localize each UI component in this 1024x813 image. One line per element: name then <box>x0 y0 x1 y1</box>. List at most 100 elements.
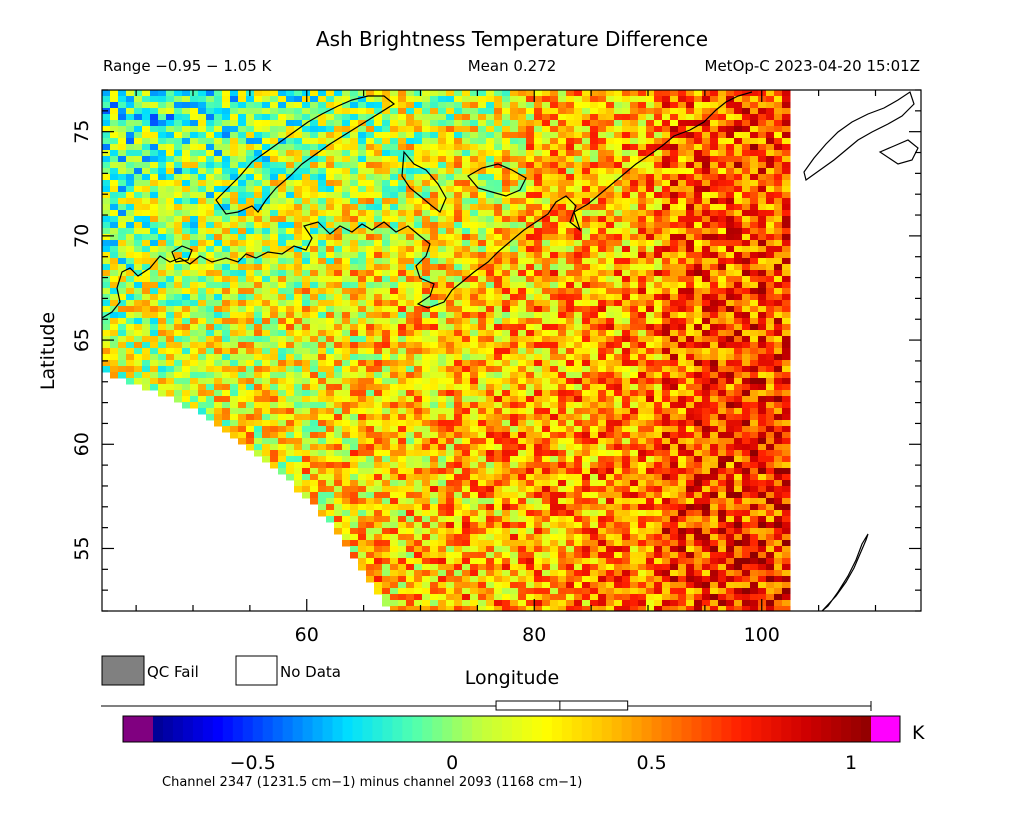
heat-cell <box>382 306 391 313</box>
heat-cell <box>238 348 247 355</box>
heat-cell <box>390 162 399 169</box>
heat-cell <box>318 246 327 253</box>
heat-cell <box>670 144 679 151</box>
heat-cell <box>478 342 487 349</box>
heat-cell <box>574 252 583 259</box>
heat-cell <box>654 426 663 433</box>
heat-cell <box>294 210 303 217</box>
heat-cell <box>742 390 751 397</box>
heat-cell <box>558 378 567 385</box>
heat-cell <box>478 222 487 229</box>
heat-cell <box>126 228 135 235</box>
heat-cell <box>166 270 175 277</box>
heat-cell <box>534 396 543 403</box>
heat-cell <box>646 174 655 181</box>
heat-cell <box>102 264 111 271</box>
heat-cell <box>614 162 623 169</box>
heat-cell <box>774 96 783 103</box>
heat-cell <box>406 324 415 331</box>
heat-cell <box>742 324 751 331</box>
heat-cell <box>350 102 359 109</box>
heat-cell <box>654 204 663 211</box>
heat-cell <box>110 258 119 265</box>
heat-cell <box>534 216 543 223</box>
heat-cell <box>486 354 495 361</box>
heat-cell <box>590 432 599 439</box>
heat-cell <box>614 390 623 397</box>
heat-cell <box>438 228 447 235</box>
heat-cell <box>758 258 767 265</box>
heat-cell <box>446 156 455 163</box>
heat-cell <box>654 294 663 301</box>
heat-cell <box>662 252 671 259</box>
heat-cell <box>110 270 119 277</box>
heat-cell <box>358 354 367 361</box>
heat-cell <box>686 162 695 169</box>
heat-cell <box>110 132 119 139</box>
heat-cell <box>270 198 279 205</box>
heat-cell <box>590 132 599 139</box>
heat-cell <box>582 126 591 133</box>
heat-cell <box>630 294 639 301</box>
heat-cell <box>278 186 287 193</box>
heat-cell <box>438 342 447 349</box>
heat-cell <box>142 180 151 187</box>
heat-cell <box>438 348 447 355</box>
heat-cell <box>470 198 479 205</box>
heat-cell <box>670 240 679 247</box>
heat-cell <box>646 384 655 391</box>
heat-cell <box>406 276 415 283</box>
heat-cell <box>278 276 287 283</box>
heat-cell <box>278 96 287 103</box>
heat-cell <box>566 348 575 355</box>
heat-cell <box>454 162 463 169</box>
heat-cell <box>638 180 647 187</box>
heat-cell <box>374 408 383 415</box>
heat-cell <box>414 282 423 289</box>
heat-cell <box>782 150 791 157</box>
heat-cell <box>758 210 767 217</box>
heat-cell <box>294 354 303 361</box>
heat-cell <box>574 132 583 139</box>
heat-cell <box>174 264 183 271</box>
heat-cell <box>230 264 239 271</box>
heat-cell <box>318 162 327 169</box>
heat-cell <box>110 162 119 169</box>
heat-cell <box>462 438 471 445</box>
heat-cell <box>302 372 311 379</box>
heat-cell <box>126 174 135 181</box>
heat-cell <box>542 108 551 115</box>
heat-cell <box>678 432 687 439</box>
heat-cell <box>718 150 727 157</box>
heat-cell <box>366 150 375 157</box>
heat-cell <box>558 132 567 139</box>
heat-cell <box>654 336 663 343</box>
heat-cell <box>510 348 519 355</box>
heat-cell <box>334 96 343 103</box>
heat-cell <box>590 336 599 343</box>
heat-cell <box>766 366 775 373</box>
heat-cell <box>198 288 207 295</box>
heat-cell <box>102 294 111 301</box>
heat-cell <box>166 252 175 259</box>
heat-cell <box>454 216 463 223</box>
heat-cell <box>366 246 375 253</box>
heat-cell <box>710 228 719 235</box>
heat-cell <box>134 216 143 223</box>
heat-cell <box>462 234 471 241</box>
heat-cell <box>678 318 687 325</box>
heat-cell <box>142 294 151 301</box>
heat-cell <box>254 312 263 319</box>
heat-cell <box>262 360 271 367</box>
heat-cell <box>590 354 599 361</box>
heat-cell <box>294 282 303 289</box>
heat-cell <box>118 264 127 271</box>
heat-cell <box>326 414 335 421</box>
heat-cell <box>782 210 791 217</box>
heat-cell <box>238 264 247 271</box>
heat-cell <box>678 282 687 289</box>
heat-cell <box>302 300 311 307</box>
heat-cell <box>670 348 679 355</box>
heat-cell <box>734 414 743 421</box>
